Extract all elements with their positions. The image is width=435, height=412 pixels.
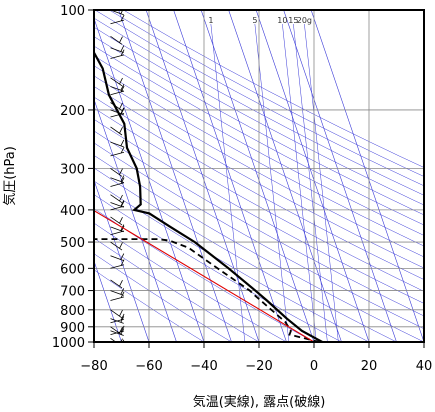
y-tick-label: 300 (60, 162, 85, 177)
grid-lines (94, 10, 424, 342)
wind-barb (110, 253, 125, 261)
wind-barb (110, 35, 123, 45)
isotherm-line (145, 10, 260, 342)
wind-barb (110, 325, 125, 335)
y-tick-label: 700 (60, 285, 85, 300)
wind-barb (110, 126, 123, 136)
wind-barb (110, 259, 125, 269)
x-tick-label: 20 (361, 359, 378, 374)
mixing-ratio-label: 15 (288, 16, 298, 25)
y-tick-label: 100 (60, 4, 85, 19)
wind-barb (110, 194, 123, 204)
mixing-ratio-label: 10 (277, 16, 287, 25)
wind-barb (110, 200, 125, 211)
x-tick-label: −80 (80, 359, 107, 374)
x-tick-label: −20 (245, 359, 272, 374)
x-axis-title: 気温(実線), 露点(破線) (193, 394, 326, 410)
wind-barb (110, 10, 124, 16)
dry-adiabat-line (94, 107, 424, 292)
wind-barb (110, 177, 125, 187)
y-tick-label: 1000 (52, 336, 85, 351)
isotherm-line (173, 10, 287, 342)
wind-barb (110, 49, 125, 59)
mixing-ratio-label: 5 (252, 16, 257, 25)
mixing-ratio-line (293, 23, 328, 342)
dry-adiabat-line (109, 10, 424, 177)
dry-adiabat-line (94, 194, 342, 342)
dry-adiabat-line (94, 208, 315, 342)
mixing-ratio-line (254, 23, 290, 342)
y-tick-label: 800 (60, 304, 85, 319)
wind-barb (110, 291, 125, 301)
wind-barb (110, 139, 125, 148)
wind-barbs (110, 10, 125, 342)
isotherm-line (310, 10, 424, 342)
isotherm-line (283, 10, 397, 342)
x-tick-label: −40 (190, 359, 217, 374)
wind-barb (110, 77, 123, 87)
dry-adiabat-line (94, 26, 424, 206)
wind-barb (110, 313, 125, 324)
dry-adiabat-line (94, 253, 232, 342)
mixing-ratio-label: 20g (297, 16, 312, 25)
y-tick-label: 500 (60, 236, 85, 251)
dry-adiabat-line (94, 237, 260, 342)
dry-adiabat-line (94, 17, 424, 196)
wind-barb (110, 225, 125, 236)
mixing-ratio-line (304, 23, 339, 342)
temperature-profile-line (94, 50, 323, 342)
isotherm-line (118, 10, 232, 342)
y-tick-label: 400 (60, 204, 85, 219)
x-tick-label: −60 (135, 359, 162, 374)
wind-barb (110, 279, 123, 289)
wind-barb (110, 168, 123, 177)
wind-barb (110, 85, 125, 96)
x-tick-label: 40 (416, 359, 433, 374)
wind-barb (110, 339, 125, 342)
isotherm-line (228, 10, 342, 342)
wind-barb (110, 288, 125, 296)
y-tick-label: 900 (60, 321, 85, 336)
isotherm-line (94, 98, 177, 342)
x-tick-label: 0 (310, 359, 318, 374)
isotherm-line (94, 260, 122, 342)
mixing-ratio-line (210, 23, 246, 342)
mixing-ratio-line (282, 23, 317, 342)
dry-adiabat-line (94, 142, 424, 330)
reference-line (94, 209, 315, 342)
dry-adiabat-line (94, 55, 424, 236)
dry-adiabat-line (94, 222, 287, 342)
dry-adiabat-line (94, 96, 424, 280)
dry-adiabat-line (94, 36, 424, 216)
isotherm-line (94, 179, 150, 342)
y-axis-title: 気圧(hPa) (2, 146, 18, 206)
wind-barb (110, 45, 125, 53)
dry-adiabat-line (94, 65, 424, 247)
wind-barb (110, 107, 125, 118)
dry-adiabat-line (94, 167, 397, 342)
wind-barb (110, 175, 125, 183)
dry-adiabat-line (94, 119, 424, 304)
background-lines (94, 10, 424, 342)
dry-adiabat-line (94, 86, 424, 269)
y-tick-label: 200 (60, 104, 85, 119)
y-tick-label: 600 (60, 262, 85, 277)
dry-adiabat-line (123, 10, 424, 168)
dry-adiabat-line (94, 10, 424, 187)
mixing-ratio-label: 1 (208, 16, 213, 25)
dry-adiabat-line (94, 269, 205, 342)
isotherm-line (94, 17, 205, 342)
isotherm-line (255, 10, 370, 342)
wind-barb (110, 241, 123, 251)
wind-barb (110, 14, 125, 25)
wind-barb (110, 309, 123, 319)
wind-barb (110, 216, 123, 226)
wind-barb (110, 146, 125, 157)
profiles (94, 50, 323, 342)
